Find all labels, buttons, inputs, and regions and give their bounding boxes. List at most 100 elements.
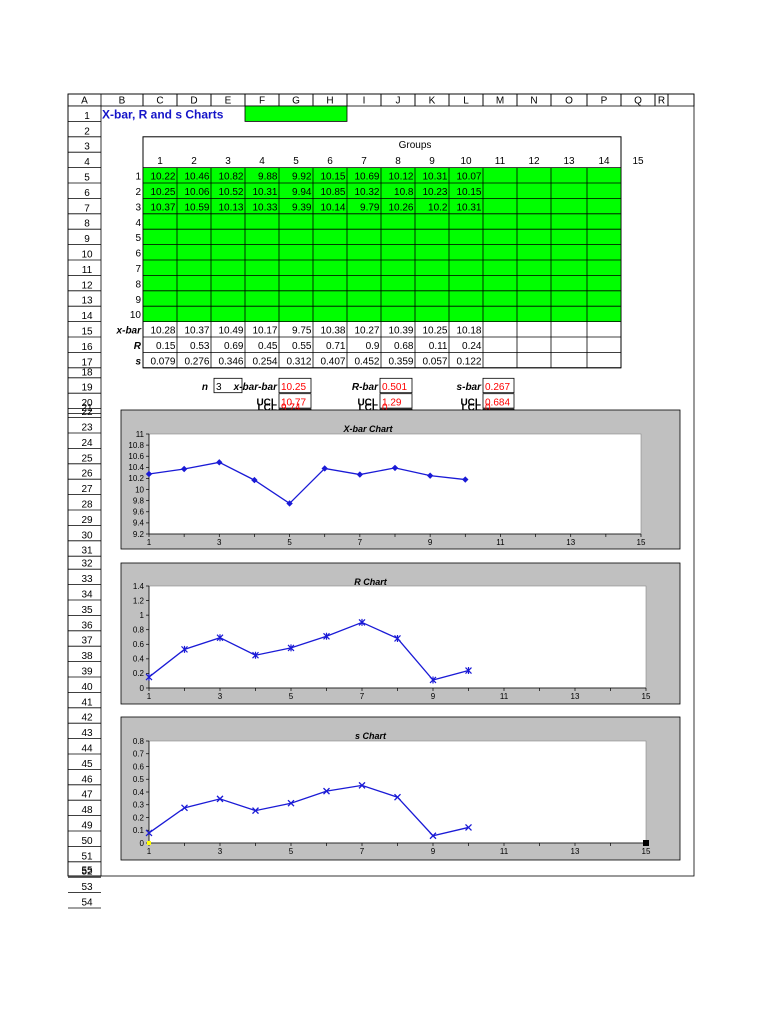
column-header-N[interactable]: N <box>530 96 537 107</box>
row-header-41[interactable]: 41 <box>81 697 93 708</box>
stat-value[interactable]: 10.28 <box>150 326 175 337</box>
sample-value[interactable]: 10.23 <box>422 187 447 198</box>
row-header-35[interactable]: 35 <box>81 605 93 616</box>
row-header-38[interactable]: 38 <box>81 651 93 662</box>
row-header-25[interactable]: 25 <box>81 453 93 464</box>
stat-value[interactable]: 0.9 <box>366 341 380 352</box>
row-header-14[interactable]: 14 <box>81 311 93 322</box>
sucl-value[interactable]: 0.684 <box>485 398 510 409</box>
stat-value[interactable]: 10.37 <box>184 326 209 337</box>
stat-value[interactable]: 0.24 <box>462 341 482 352</box>
chart-0[interactable]: X-bar Chart 11 10.8 10.6 10.4 10.2 10 9.8 9.6 9.4… <box>120 409 681 550</box>
stat-value[interactable]: 10.27 <box>354 326 379 337</box>
sample-value[interactable]: 10.31 <box>422 172 447 183</box>
row-header-44[interactable]: 44 <box>81 744 93 755</box>
sample-value[interactable]: 10.25 <box>150 187 175 198</box>
row-header-31[interactable]: 31 <box>81 546 93 557</box>
sample-value[interactable]: 10.31 <box>456 202 481 213</box>
row-header-10[interactable]: 10 <box>81 250 93 261</box>
row-header-50[interactable]: 50 <box>81 836 93 847</box>
sample-value[interactable]: 10.15 <box>320 172 345 183</box>
sample-value[interactable]: 9.39 <box>292 202 312 213</box>
stat-value[interactable]: 0.11 <box>429 341 448 352</box>
sucl-box[interactable] <box>482 393 515 409</box>
row-header-26[interactable]: 26 <box>81 469 93 480</box>
row-header-6[interactable]: 6 <box>84 188 90 199</box>
row-header-2[interactable]: 2 <box>84 126 90 137</box>
row-header-42[interactable]: 42 <box>81 713 93 724</box>
rbar-value[interactable]: 0.501 <box>382 382 407 393</box>
row-header-28[interactable]: 28 <box>81 500 93 511</box>
row-header-9[interactable]: 9 <box>84 234 90 245</box>
column-header-J[interactable]: J <box>396 96 401 107</box>
column-header-C[interactable]: C <box>156 96 163 107</box>
stat-value[interactable]: 0.45 <box>258 341 278 352</box>
column-header-E[interactable]: E <box>225 96 232 107</box>
row-header-55[interactable]: 55 <box>81 866 93 877</box>
sbar-value[interactable]: 0.267 <box>485 382 510 393</box>
row-header-24[interactable]: 24 <box>81 438 93 449</box>
stat-value[interactable]: 10.18 <box>456 326 481 337</box>
row-header-46[interactable]: 46 <box>81 774 93 785</box>
sample-value[interactable]: 10.46 <box>184 172 209 183</box>
row-header-34[interactable]: 34 <box>81 590 93 601</box>
row-header-11[interactable]: 11 <box>82 265 93 276</box>
rbar-box[interactable] <box>379 377 413 394</box>
stat-value[interactable]: 10.49 <box>218 326 243 337</box>
stat-value[interactable]: 10.38 <box>320 326 345 337</box>
stat-value[interactable]: 0.276 <box>184 356 209 367</box>
row-header-53[interactable]: 53 <box>81 882 93 893</box>
stat-value[interactable]: 10.39 <box>388 326 413 337</box>
row-header-51[interactable]: 51 <box>81 851 93 862</box>
row-header-39[interactable]: 39 <box>81 667 93 678</box>
sbar-box[interactable] <box>482 377 515 394</box>
sample-value[interactable]: 10.12 <box>388 172 413 183</box>
stat-value[interactable]: 0.15 <box>156 341 176 352</box>
row-header-30[interactable]: 30 <box>81 530 93 541</box>
row-header-7[interactable]: 7 <box>84 203 90 214</box>
stat-value[interactable]: 9.75 <box>292 326 312 337</box>
sample-value[interactable]: 9.92 <box>292 172 312 183</box>
sample-value[interactable]: 10.13 <box>218 202 243 213</box>
sample-value[interactable]: 10.69 <box>354 172 379 183</box>
column-header-D[interactable]: D <box>190 96 197 107</box>
column-header-Q[interactable]: Q <box>634 96 642 107</box>
column-header-B[interactable]: B <box>119 96 126 107</box>
stat-value[interactable]: 0.68 <box>394 341 414 352</box>
column-header-P[interactable]: P <box>601 96 608 107</box>
column-header-R[interactable]: R <box>658 96 665 107</box>
selection-handle[interactable] <box>147 841 151 845</box>
xucl-box[interactable] <box>278 393 312 409</box>
stat-value[interactable]: 0.122 <box>456 356 481 367</box>
stat-value[interactable]: 0.55 <box>292 341 312 352</box>
sample-value[interactable]: 10.2 <box>428 202 448 213</box>
column-header-I[interactable]: I <box>363 96 366 107</box>
row-header-22[interactable]: 22 <box>81 407 93 418</box>
row-header-47[interactable]: 47 <box>81 790 93 801</box>
row-header-36[interactable]: 36 <box>81 620 93 631</box>
stat-value[interactable]: 0.71 <box>326 341 346 352</box>
row-header-15[interactable]: 15 <box>81 327 93 338</box>
row-header-27[interactable]: 27 <box>81 484 93 495</box>
sample-value[interactable]: 10.59 <box>184 202 209 213</box>
stat-value[interactable]: 0.452 <box>354 356 379 367</box>
n-value[interactable]: 3 <box>216 382 222 393</box>
stat-value[interactable]: 10.25 <box>422 326 447 337</box>
rlcl-value[interactable]: 0 <box>382 403 388 414</box>
column-header-L[interactable]: L <box>463 96 469 107</box>
sample-value[interactable]: 10.37 <box>150 202 175 213</box>
column-header-M[interactable]: M <box>496 96 504 107</box>
stat-value[interactable]: 10.17 <box>252 326 277 337</box>
row-header-12[interactable]: 12 <box>81 280 93 291</box>
sample-value[interactable]: 10.07 <box>456 172 481 183</box>
column-header-H[interactable]: H <box>326 96 333 107</box>
sample-value[interactable]: 10.06 <box>184 187 209 198</box>
column-header-F[interactable]: F <box>259 96 265 107</box>
sample-value[interactable]: 10.31 <box>252 187 277 198</box>
row-header-43[interactable]: 43 <box>81 728 93 739</box>
stat-value[interactable]: 0.407 <box>320 356 345 367</box>
row-header-29[interactable]: 29 <box>81 515 93 526</box>
selection-handle[interactable] <box>643 840 649 846</box>
row-header-8[interactable]: 8 <box>84 219 90 230</box>
row-header-18[interactable]: 18 <box>81 367 93 378</box>
